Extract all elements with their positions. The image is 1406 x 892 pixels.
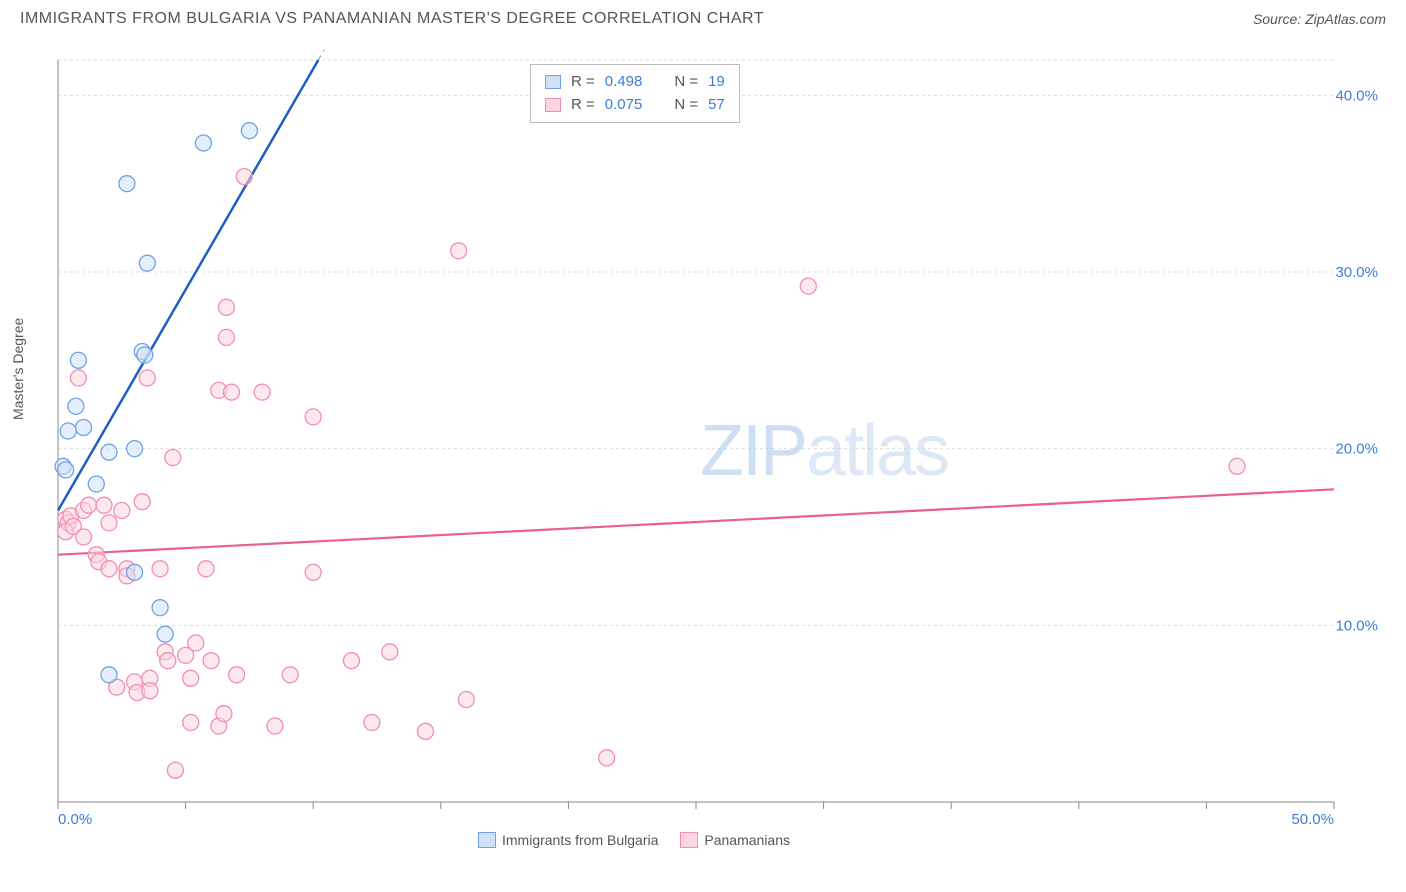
svg-text:20.0%: 20.0% (1335, 441, 1378, 458)
stats-row: R = 0.075 N = 57 (545, 94, 725, 117)
stats-legend-box: R = 0.498 N = 19 R = 0.075 N = 57 (530, 64, 740, 123)
y-axis-label: Master's Degree (10, 318, 26, 420)
swatch-icon (545, 75, 561, 89)
legend-label: Immigrants from Bulgaria (502, 832, 658, 848)
swatch-icon (545, 98, 561, 112)
swatch-icon (478, 832, 496, 848)
legend-label: Panamanians (704, 832, 790, 848)
svg-text:50.0%: 50.0% (1291, 811, 1334, 828)
r-label: R = (571, 94, 595, 117)
r-label: R = (571, 71, 595, 94)
svg-text:10.0%: 10.0% (1335, 617, 1378, 634)
svg-text:30.0%: 30.0% (1335, 264, 1378, 281)
series-legend: Immigrants from Bulgaria Panamanians (478, 832, 790, 848)
legend-item: Panamanians (680, 832, 790, 848)
r-value: 0.075 (605, 94, 643, 117)
r-value: 0.498 (605, 71, 643, 94)
scatter-chart: 10.0% 20.0% 30.0% 40.0% 0.0% 50.0% (54, 50, 1384, 830)
n-value: 57 (708, 94, 725, 117)
n-label: N = (674, 94, 698, 117)
legend-item: Immigrants from Bulgaria (478, 832, 658, 848)
swatch-icon (680, 832, 698, 848)
stats-row: R = 0.498 N = 19 (545, 71, 725, 94)
chart-title: IMMIGRANTS FROM BULGARIA VS PANAMANIAN M… (20, 10, 764, 28)
n-value: 19 (708, 71, 725, 94)
svg-text:0.0%: 0.0% (58, 811, 92, 828)
n-label: N = (674, 71, 698, 94)
source-label: Source: ZipAtlas.com (1253, 11, 1386, 27)
chart-area: 10.0% 20.0% 30.0% 40.0% 0.0% 50.0% (54, 50, 1384, 830)
svg-text:40.0%: 40.0% (1335, 87, 1378, 104)
